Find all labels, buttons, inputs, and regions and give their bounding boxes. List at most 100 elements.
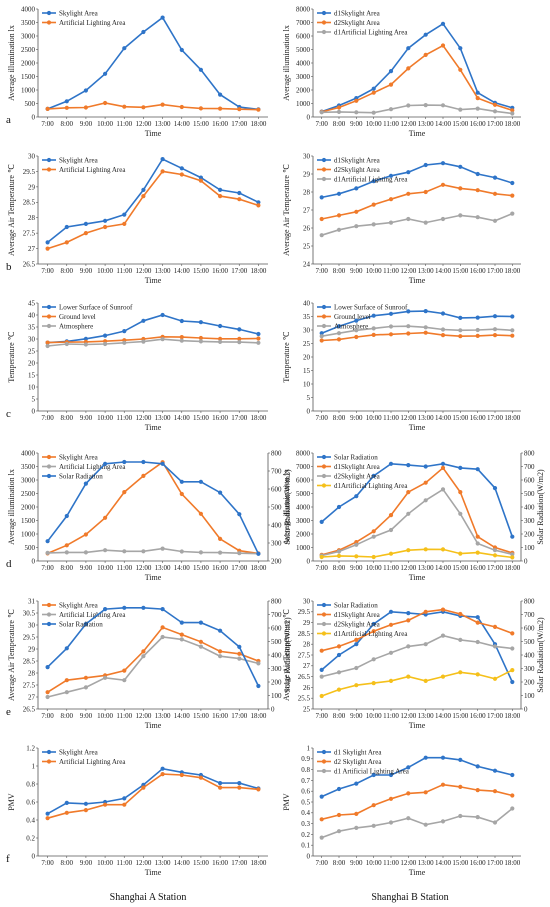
x-tick-label: 12:00 [400, 712, 416, 720]
y-axis-label: Average Air Temperature ℃ [7, 164, 16, 256]
data-point [319, 648, 324, 653]
y-tick-label: 30 [303, 326, 311, 334]
y-tick-label: 29 [28, 645, 36, 653]
station-label-a: Shanghai A Station [110, 892, 187, 903]
y-tick-label: 4000 [296, 59, 311, 67]
y-tick-label: 0.1 [301, 842, 310, 850]
data-point [218, 106, 223, 111]
y-axis-right-label: Solar Radiation(W/m2) [283, 617, 292, 693]
y-tick-label: 0 [307, 852, 311, 860]
data-point [440, 782, 446, 787]
y-tick-label: 0.8 [301, 766, 310, 774]
data-point [218, 628, 223, 633]
data-point [64, 800, 69, 806]
data-point [371, 657, 376, 662]
x-tick-label: 14:00 [174, 712, 190, 720]
data-point [492, 644, 498, 649]
y-tick-label: 29 [28, 183, 36, 191]
legend-label: Solar Radiation [59, 620, 103, 628]
x-tick-label: 18:00 [504, 564, 520, 572]
x-tick-label: 13:00 [418, 267, 434, 275]
data-point [336, 829, 342, 834]
y-right-tick-label: 600 [524, 624, 535, 632]
data-point [122, 802, 127, 807]
y-tick-label: 2000 [296, 530, 311, 538]
data-point [458, 107, 463, 112]
x-tick-label: 17:00 [231, 267, 247, 275]
series-line [47, 338, 259, 347]
data-point [371, 529, 376, 534]
x-tick-label: 9:00 [350, 414, 363, 422]
data-point [475, 788, 480, 793]
legend-label: d1Artificial Lighting Area [334, 630, 408, 638]
panel-label: b [6, 261, 12, 273]
y-right-tick-label: 500 [271, 503, 282, 511]
y-right-tick-label: 0 [524, 705, 528, 713]
y-right-tick-label: 400 [271, 521, 282, 529]
data-point [237, 107, 242, 112]
x-tick-label: 13:00 [155, 859, 171, 867]
series-line [47, 16, 259, 111]
x-tick-label: 12:00 [135, 859, 151, 867]
data-point [179, 335, 184, 340]
data-point [218, 194, 223, 199]
data-point [64, 341, 69, 347]
x-tick-label: 8:00 [61, 564, 74, 572]
y-tick-label: 28.5 [23, 199, 36, 207]
y-tick-label: 29.5 [23, 168, 36, 176]
data-point [440, 327, 446, 332]
data-point [458, 328, 463, 333]
data-point [406, 191, 411, 196]
x-tick-label: 7:00 [315, 859, 328, 867]
x-tick-label: 16:00 [470, 414, 486, 422]
x-tick-label: 17:00 [231, 414, 247, 422]
series-0 [45, 766, 261, 816]
y-tick-label: 0.2 [26, 834, 35, 842]
x-tick-label: 11:00 [116, 564, 132, 572]
data-point [492, 676, 498, 681]
legend-label: Artificial Lighting Area [59, 611, 126, 619]
x-tick-label: 14:00 [435, 267, 451, 275]
data-point [388, 622, 394, 627]
legend-marker [321, 631, 327, 636]
data-point [122, 490, 127, 495]
data-point [388, 609, 394, 614]
y-tick-label: 28.5 [298, 630, 311, 638]
data-point [179, 318, 184, 324]
y-tick-label: 5 [32, 395, 36, 403]
data-point [198, 106, 203, 111]
data-point [256, 200, 261, 205]
chart-b-B: 24 25 26 27 28 29 30 7:00 8:00 9:00 10:00 11:00 12:0… [282, 152, 521, 285]
legend-marker [46, 10, 52, 16]
x-tick-label: 7:00 [41, 859, 54, 867]
x-axis-label: Time [409, 721, 426, 730]
data-point [336, 105, 342, 110]
series-2 [319, 324, 515, 339]
data-point [388, 311, 394, 316]
data-point [492, 624, 498, 630]
data-point [440, 333, 446, 338]
x-tick-label: 12:00 [400, 120, 416, 128]
data-point [45, 816, 50, 821]
data-point [406, 216, 411, 222]
x-tick-label: 18:00 [504, 859, 520, 867]
data-point [319, 233, 324, 238]
series-line [321, 634, 513, 678]
data-point [510, 314, 515, 319]
data-point [492, 218, 498, 223]
data-point [237, 327, 242, 332]
legend-label: Lower Surface of Sunroof [334, 303, 408, 311]
x-tick-label: 16:00 [470, 564, 486, 572]
data-point [198, 175, 203, 180]
data-point [458, 611, 463, 617]
data-point [319, 674, 324, 679]
y-axis-label: Average illumination lx [7, 469, 16, 545]
data-point [198, 335, 203, 341]
y-right-tick-label: 800 [271, 449, 282, 457]
data-point [371, 681, 376, 686]
x-tick-label: 13:00 [155, 414, 171, 422]
y-axis-label: Average Air Temperature ℃ [7, 609, 16, 701]
data-point [440, 161, 446, 166]
data-point [45, 340, 50, 345]
